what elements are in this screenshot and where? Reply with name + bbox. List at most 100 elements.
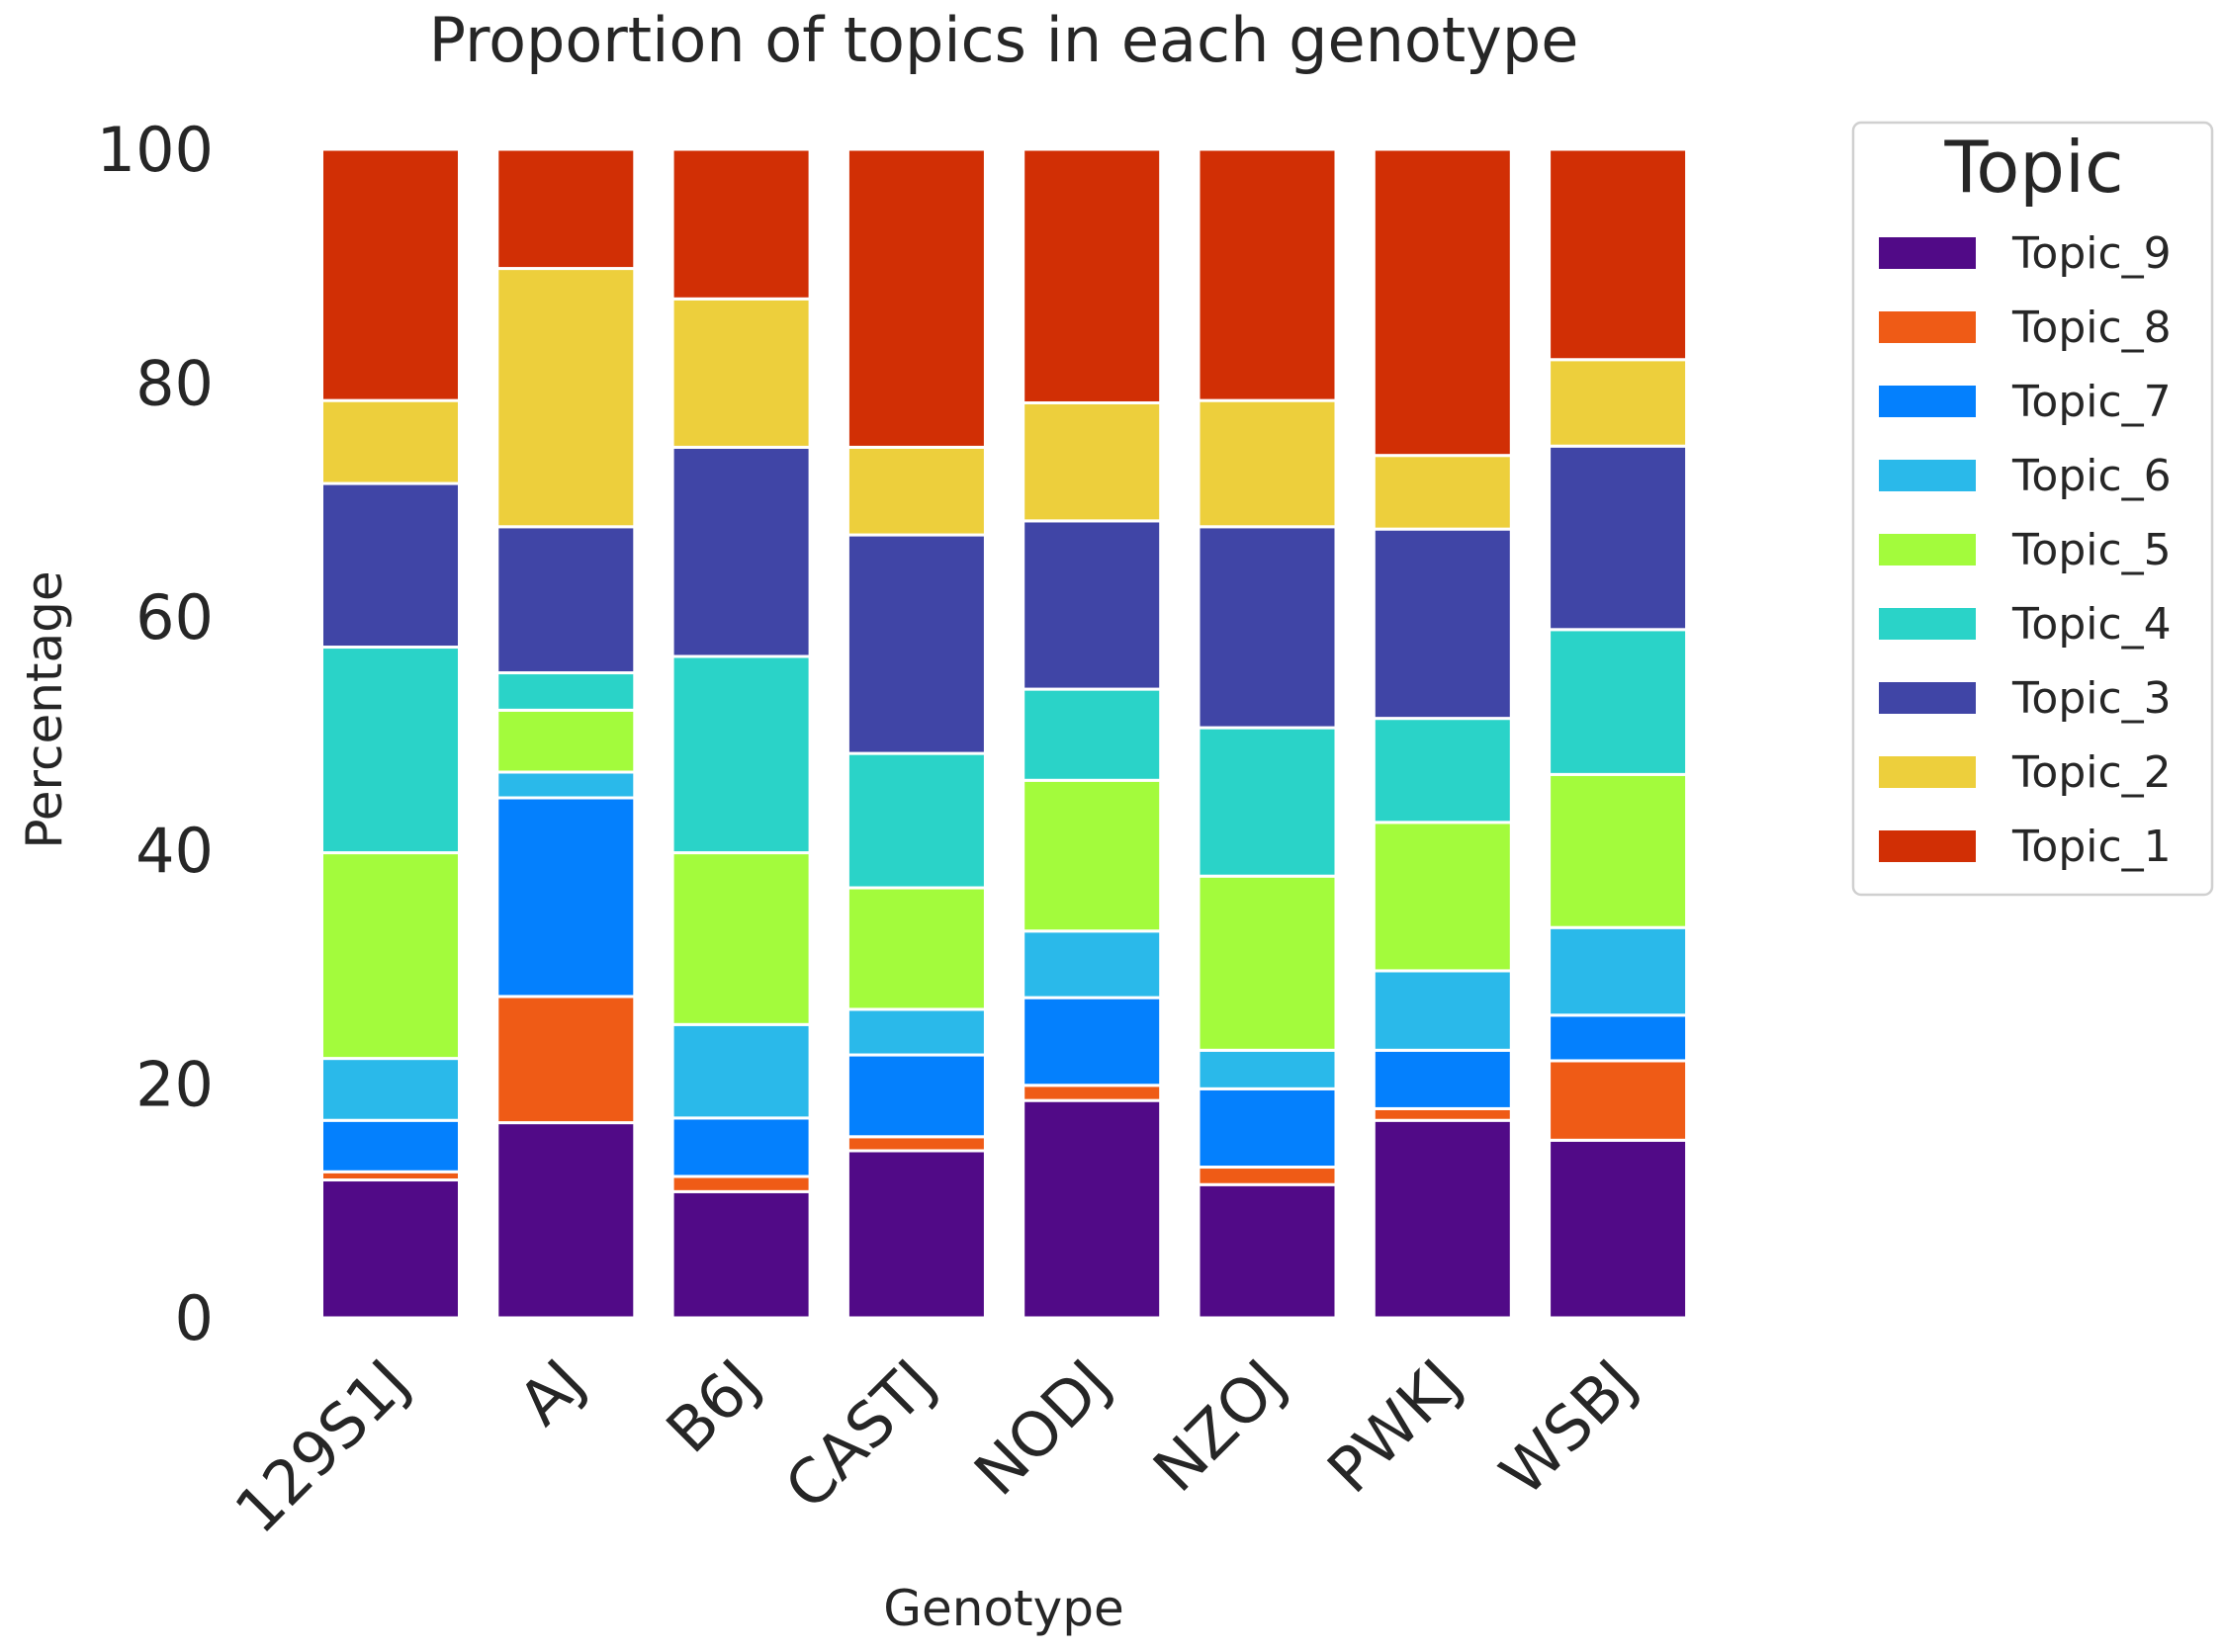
bar-WSBJ-Topic_8 — [1548, 1059, 1689, 1142]
bar-NODJ-Topic_6 — [1022, 929, 1163, 1000]
bar-129S1J-Topic_1 — [320, 147, 461, 402]
legend-items: Topic_9 Topic_8 Topic_7 Topic_6 Topic_5 Topic… — [1879, 228, 2172, 872]
bar-NZOJ-Topic_5 — [1197, 874, 1338, 1052]
bar-PWKJ-Topic_4 — [1372, 717, 1513, 825]
bar-NODJ-Topic_9 — [1022, 1098, 1163, 1320]
bar-129S1J-Topic_6 — [320, 1057, 461, 1122]
legend-swatch — [1879, 830, 1976, 862]
bar-AJ-Topic_9 — [495, 1121, 637, 1320]
legend: Topic Topic_9Topic_8Topic_7Topic_6Topic_… — [1851, 121, 2214, 897]
bar-NZOJ-Topic_1 — [1197, 147, 1338, 402]
x-tick-label: CASTJ — [771, 1346, 949, 1523]
legend-label: Topic_6 — [2011, 451, 2172, 501]
bar-PWKJ-Topic_5 — [1372, 821, 1513, 973]
bar-CASTJ-Topic_5 — [845, 886, 987, 1011]
legend-swatch — [1879, 386, 1976, 417]
bar-WSBJ-Topic_2 — [1548, 358, 1689, 448]
bar-CASTJ-Topic_2 — [845, 445, 987, 537]
bar-B6J-Topic_5 — [670, 851, 812, 1026]
legend-swatch — [1879, 608, 1976, 640]
bar-129S1J-Topic_3 — [320, 481, 461, 650]
x-tick-label: B6J — [653, 1346, 774, 1467]
bar-PWKJ-Topic_2 — [1372, 454, 1513, 531]
bar-NODJ-Topic_8 — [1022, 1084, 1163, 1102]
y-tick-label: 80 — [135, 347, 214, 419]
legend-label: Topic_9 — [2011, 228, 2172, 279]
bar-AJ-Topic_8 — [495, 995, 637, 1125]
bar-B6J-Topic_8 — [670, 1174, 812, 1193]
bar-NODJ-Topic_1 — [1022, 147, 1163, 404]
bar-129S1J-Topic_7 — [320, 1118, 461, 1174]
bar-NZOJ-Topic_9 — [1197, 1182, 1338, 1320]
bar-AJ-Topic_7 — [495, 796, 637, 999]
x-tick-label: PWKJ — [1313, 1346, 1474, 1507]
bar-WSBJ-Topic_6 — [1548, 925, 1689, 1017]
bar-PWKJ-Topic_6 — [1372, 969, 1513, 1052]
x-tick-label: 129S1J — [222, 1346, 423, 1547]
bar-NZOJ-Topic_6 — [1197, 1048, 1338, 1090]
bar-AJ-Topic_5 — [495, 708, 637, 774]
bar-WSBJ-Topic_7 — [1548, 1013, 1689, 1063]
legend-label: Topic_8 — [2011, 303, 2172, 353]
legend-swatch — [1879, 682, 1976, 714]
bar-NODJ-Topic_5 — [1022, 778, 1163, 933]
bar-B6J-Topic_3 — [670, 445, 812, 658]
bar-AJ-Topic_3 — [495, 525, 637, 675]
bar-CASTJ-Topic_7 — [845, 1053, 987, 1139]
bar-129S1J-Topic_2 — [320, 398, 461, 485]
bar-CASTJ-Topic_6 — [845, 1007, 987, 1057]
bar-NODJ-Topic_7 — [1022, 996, 1163, 1087]
legend-swatch — [1879, 311, 1976, 343]
bar-NZOJ-Topic_7 — [1197, 1087, 1338, 1170]
legend-swatch — [1879, 237, 1976, 269]
bar-NZOJ-Topic_3 — [1197, 525, 1338, 730]
legend-swatch — [1879, 756, 1976, 788]
legend-label: Topic_5 — [2011, 525, 2172, 575]
bar-B6J-Topic_7 — [670, 1116, 812, 1178]
bar-AJ-Topic_1 — [495, 147, 637, 271]
bar-129S1J-Topic_4 — [320, 646, 461, 855]
bar-WSBJ-Topic_1 — [1548, 147, 1689, 362]
chart-title: Proportion of topics in each genotype — [429, 4, 1579, 76]
bar-NZOJ-Topic_4 — [1197, 726, 1338, 878]
y-axis-label: Percentage — [16, 570, 73, 848]
legend-label: Topic_1 — [2011, 822, 2172, 872]
legend-swatch — [1879, 534, 1976, 565]
bar-B6J-Topic_4 — [670, 654, 812, 855]
bar-WSBJ-Topic_3 — [1548, 444, 1689, 632]
y-tick-label: 0 — [175, 1282, 214, 1354]
bar-NODJ-Topic_3 — [1022, 519, 1163, 691]
bar-B6J-Topic_1 — [670, 147, 812, 301]
y-axis-ticks: 0 20 40 60 80 100 — [97, 114, 214, 1354]
bar-CASTJ-Topic_9 — [845, 1149, 987, 1320]
y-tick-label: 100 — [97, 114, 214, 186]
bar-PWKJ-Topic_7 — [1372, 1048, 1513, 1110]
x-tick-label: NODJ — [960, 1346, 1124, 1510]
bar-PWKJ-Topic_8 — [1372, 1106, 1513, 1122]
legend-swatch — [1879, 460, 1976, 491]
x-tick-label: NZOJ — [1139, 1346, 1299, 1506]
bar-NODJ-Topic_4 — [1022, 687, 1163, 782]
bar-PWKJ-Topic_9 — [1372, 1118, 1513, 1320]
bar-NODJ-Topic_2 — [1022, 400, 1163, 523]
bar-PWKJ-Topic_1 — [1372, 147, 1513, 458]
plot-area — [320, 147, 1689, 1320]
bar-WSBJ-Topic_9 — [1548, 1138, 1689, 1320]
bar-AJ-Topic_2 — [495, 267, 637, 529]
legend-label: Topic_3 — [2011, 673, 2172, 724]
bar-NZOJ-Topic_2 — [1197, 398, 1338, 529]
bar-CASTJ-Topic_4 — [845, 751, 987, 890]
bar-NZOJ-Topic_8 — [1197, 1166, 1338, 1186]
y-tick-label: 60 — [135, 581, 214, 653]
bar-129S1J-Topic_9 — [320, 1178, 461, 1320]
legend-label: Topic_2 — [2011, 747, 2172, 798]
bar-129S1J-Topic_5 — [320, 851, 461, 1061]
bar-B6J-Topic_6 — [670, 1022, 812, 1120]
legend-label: Topic_4 — [2011, 599, 2172, 650]
bar-WSBJ-Topic_4 — [1548, 628, 1689, 776]
bar-PWKJ-Topic_3 — [1372, 527, 1513, 721]
bar-AJ-Topic_6 — [495, 770, 637, 800]
bar-CASTJ-Topic_3 — [845, 533, 987, 755]
